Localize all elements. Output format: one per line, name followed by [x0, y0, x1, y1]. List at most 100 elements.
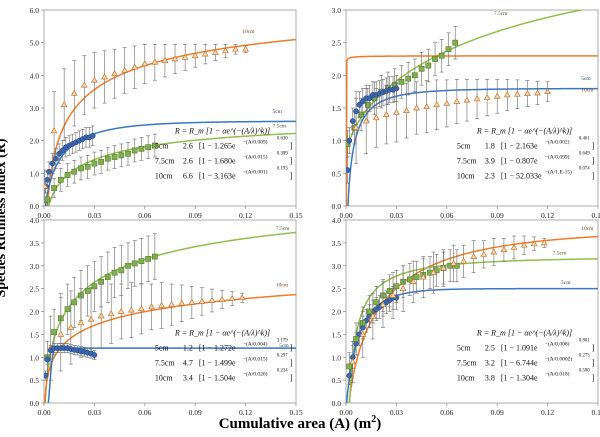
- equation-close: ]: [592, 373, 595, 382]
- fit-curve-10cm: [44, 293, 296, 403]
- point-10cm: [433, 101, 441, 108]
- point-7-5cm: [398, 79, 405, 85]
- point-5cm: [44, 356, 51, 363]
- point-7-5cm: [452, 39, 459, 46]
- equation-exponent: −(A/0.099): [545, 153, 570, 160]
- x-tick-label: 0.06: [440, 211, 453, 220]
- curve-label: 10cm: [276, 282, 289, 288]
- point-10cm: [359, 330, 367, 337]
- y-tick-label: 0.0: [30, 399, 40, 408]
- equation-exponent: −(A/0.0002): [545, 355, 573, 362]
- point-7-5cm: [145, 256, 152, 262]
- equation-depth: 10cm: [457, 171, 476, 180]
- point-7-5cm: [346, 363, 353, 370]
- x-axis-title-close: ): [376, 416, 382, 432]
- y-tick-label: 4.0: [332, 216, 342, 225]
- point-10cm: [490, 248, 498, 255]
- plot-area: [44, 38, 296, 206]
- point-7-5cm: [412, 72, 418, 79]
- point-10cm: [413, 104, 420, 111]
- point-7-5cm: [64, 306, 71, 313]
- x-axis-title-text: Cumulative area (A) (m: [218, 416, 372, 432]
- point-5cm: [349, 118, 356, 124]
- point-7-5cm: [84, 288, 91, 294]
- y-tick-label: 1.0: [30, 169, 40, 178]
- point-10cm: [242, 45, 249, 52]
- point-10cm: [181, 53, 189, 60]
- equation-rm: 3.2: [485, 358, 495, 367]
- equation-close: ]: [290, 171, 293, 180]
- point-7-5cm: [432, 56, 438, 62]
- equation-rm: 2.3: [485, 171, 495, 180]
- equation-k: 0.580: [579, 368, 590, 373]
- equation-exponent: −(A/0.015): [243, 153, 268, 160]
- equation-body: [1 − 1.091e: [501, 343, 538, 352]
- point-7-5cm: [111, 154, 118, 160]
- point-5cm: [44, 372, 49, 379]
- point-7-5cm: [125, 262, 131, 269]
- equation-depth: 7.5cm: [457, 358, 478, 367]
- point-7-5cm: [84, 163, 91, 170]
- point-10cm: [453, 97, 461, 104]
- equation-rm: 2.5: [485, 343, 495, 352]
- model-equation: R = R_m [1 − αe^(−(A/λ)^k)]: [476, 126, 572, 135]
- point-10cm: [540, 239, 548, 246]
- point-10cm: [77, 319, 85, 326]
- point-7-5cm: [438, 52, 445, 59]
- equation-rm: 2.6: [183, 141, 193, 150]
- y-tick-label: 2.5: [332, 39, 342, 48]
- y-tick-label: 2.0: [332, 71, 342, 80]
- point-7-5cm: [131, 260, 138, 267]
- y-tick-label: 3.5: [332, 239, 342, 248]
- equation-body: [1 − 2.163e: [501, 141, 538, 150]
- point-10cm: [238, 294, 246, 301]
- x-tick-label: 0.06: [138, 211, 151, 220]
- point-10cm: [362, 117, 370, 124]
- equation-depth: 7.5cm: [457, 156, 478, 165]
- equation-body: [1 − 1.504e: [199, 373, 236, 382]
- equation-depth: 5cm: [457, 141, 472, 150]
- point-5cm: [46, 168, 52, 175]
- panel-bottom-right: 0.0 0.5 1.0 1.5 2.0 2.5 3.0 3.5 4.0 0.00 0.03 0.06 0…: [332, 216, 600, 417]
- equation-close: ]: [290, 373, 293, 382]
- point-10cm: [524, 89, 531, 96]
- point-5cm: [346, 137, 353, 144]
- point-10cm: [493, 92, 501, 99]
- point-10cm: [222, 47, 229, 54]
- plot-area: [44, 231, 296, 403]
- y-tick-label: 0.5: [30, 376, 40, 385]
- point-10cm: [473, 95, 481, 102]
- y-tick-label: 0.0: [30, 202, 40, 211]
- equation-body: [1 − 52.033e: [501, 171, 542, 180]
- point-10cm: [534, 89, 541, 96]
- point-10cm: [463, 96, 471, 103]
- x-tick-label: 0.12: [541, 408, 554, 417]
- point-7-5cm: [118, 152, 125, 159]
- point-7-5cm: [71, 299, 78, 306]
- equation-depth: 7.5cm: [155, 358, 176, 367]
- equation-k: 0.074: [579, 166, 590, 171]
- fit-curve-10cm: [46, 38, 296, 206]
- x-tick-label: 0.09: [491, 211, 504, 220]
- equation-exponent: −(A/0.018): [545, 370, 570, 377]
- curve-label: 5cm: [272, 109, 282, 115]
- point-5cm: [346, 167, 351, 173]
- equation-k: 0.461: [579, 136, 590, 141]
- point-10cm: [138, 305, 145, 312]
- point-10cm: [232, 45, 239, 52]
- equation-exponent: −(A/0.002): [545, 138, 570, 145]
- point-10cm: [372, 114, 380, 121]
- x-tick-label: 0.03: [390, 211, 403, 220]
- point-10cm: [121, 66, 129, 73]
- point-7-5cm: [353, 336, 359, 342]
- point-7-5cm: [78, 165, 84, 172]
- equation-k: 0.273: [579, 353, 590, 358]
- point-10cm: [208, 296, 216, 303]
- equation-rm: 4.7: [183, 358, 193, 367]
- equation-k: 0.234: [277, 368, 288, 373]
- curve-label: 10cm: [581, 226, 594, 232]
- curve-label: 7.5cm: [494, 11, 508, 17]
- point-10cm: [544, 87, 551, 95]
- point-10cm: [483, 93, 491, 100]
- x-tick-label: 0.00: [339, 408, 352, 417]
